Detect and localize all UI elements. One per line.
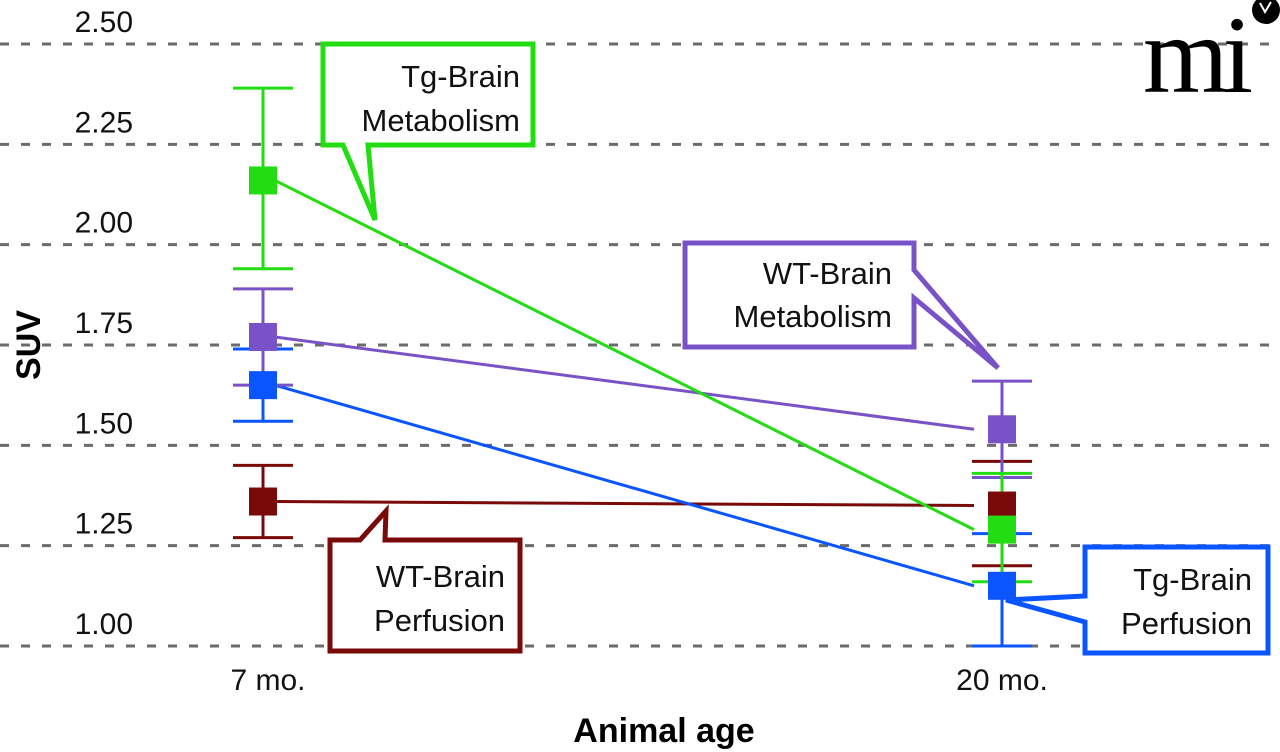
- x-tick-label-20mo: 20 mo.: [956, 664, 1048, 697]
- data-point-marker: [988, 491, 1016, 520]
- data-point-marker: [988, 415, 1016, 444]
- journal-logo: mi: [1143, 0, 1280, 116]
- callout-label-line1: WT-Brain: [763, 256, 892, 291]
- y-tick-label: 2.25: [75, 106, 133, 139]
- callout-label-line2: Metabolism: [362, 103, 521, 138]
- data-point-marker: [249, 166, 277, 195]
- y-tick-label: 1.75: [75, 307, 133, 340]
- series-line: [274, 383, 975, 588]
- data-point-marker: [249, 487, 277, 516]
- y-tick-labels: 1.00 1.25 1.50 1.75 2.00 2.25 2.50: [75, 6, 133, 641]
- series-layer: [233, 86, 1032, 648]
- data-point-marker: [249, 371, 277, 400]
- data-point-marker: [249, 322, 277, 351]
- callout-label-line1: Tg-Brain: [401, 59, 520, 94]
- y-tick-label: 2.00: [75, 207, 133, 240]
- gridlines: [0, 42, 1280, 648]
- callout-box-tg-brain-metabolism: [320, 41, 536, 221]
- callout-label-line1: Tg-Brain: [1133, 562, 1252, 597]
- x-axis-title: Animal age: [573, 712, 754, 750]
- series-line: [274, 500, 975, 508]
- callout-box-wt-brain-perfusion: [327, 504, 523, 654]
- callout-tg-brain-metabolism: Tg-Brain Metabolism: [320, 41, 536, 221]
- callout-wt-brain-metabolism: WT-Brain Metabolism: [682, 240, 1000, 370]
- callout-tg-brain-perfusion: Tg-Brain Perfusion: [1005, 544, 1271, 656]
- y-tick-label: 1.00: [75, 608, 133, 641]
- callout-box-tg-brain-perfusion: [1005, 544, 1271, 656]
- callout-box-wt-brain-metabolism: [682, 240, 1000, 370]
- data-point-marker: [988, 515, 1016, 544]
- series-line: [274, 179, 975, 531]
- y-tick-label: 2.50: [75, 6, 133, 39]
- callout-label-line1: WT-Brain: [376, 559, 505, 594]
- x-tick-labels: 7 mo. 20 mo.: [230, 664, 1047, 697]
- callout-label-line2: Metabolism: [734, 299, 893, 334]
- callout-wt-brain-perfusion: WT-Brain Perfusion: [327, 504, 523, 654]
- series-line: [274, 335, 975, 431]
- y-tick-label: 1.25: [75, 508, 133, 541]
- callout-label-line2: Perfusion: [1121, 606, 1252, 641]
- callout-label-line2: Perfusion: [374, 603, 505, 638]
- data-point-marker: [988, 571, 1016, 600]
- y-axis-title: SUV: [10, 310, 48, 380]
- x-tick-label-7mo: 7 mo.: [230, 664, 305, 697]
- y-tick-label: 1.50: [75, 407, 133, 440]
- logo-text: mi: [1143, 0, 1252, 116]
- logo-check-icon: [1259, 1, 1272, 14]
